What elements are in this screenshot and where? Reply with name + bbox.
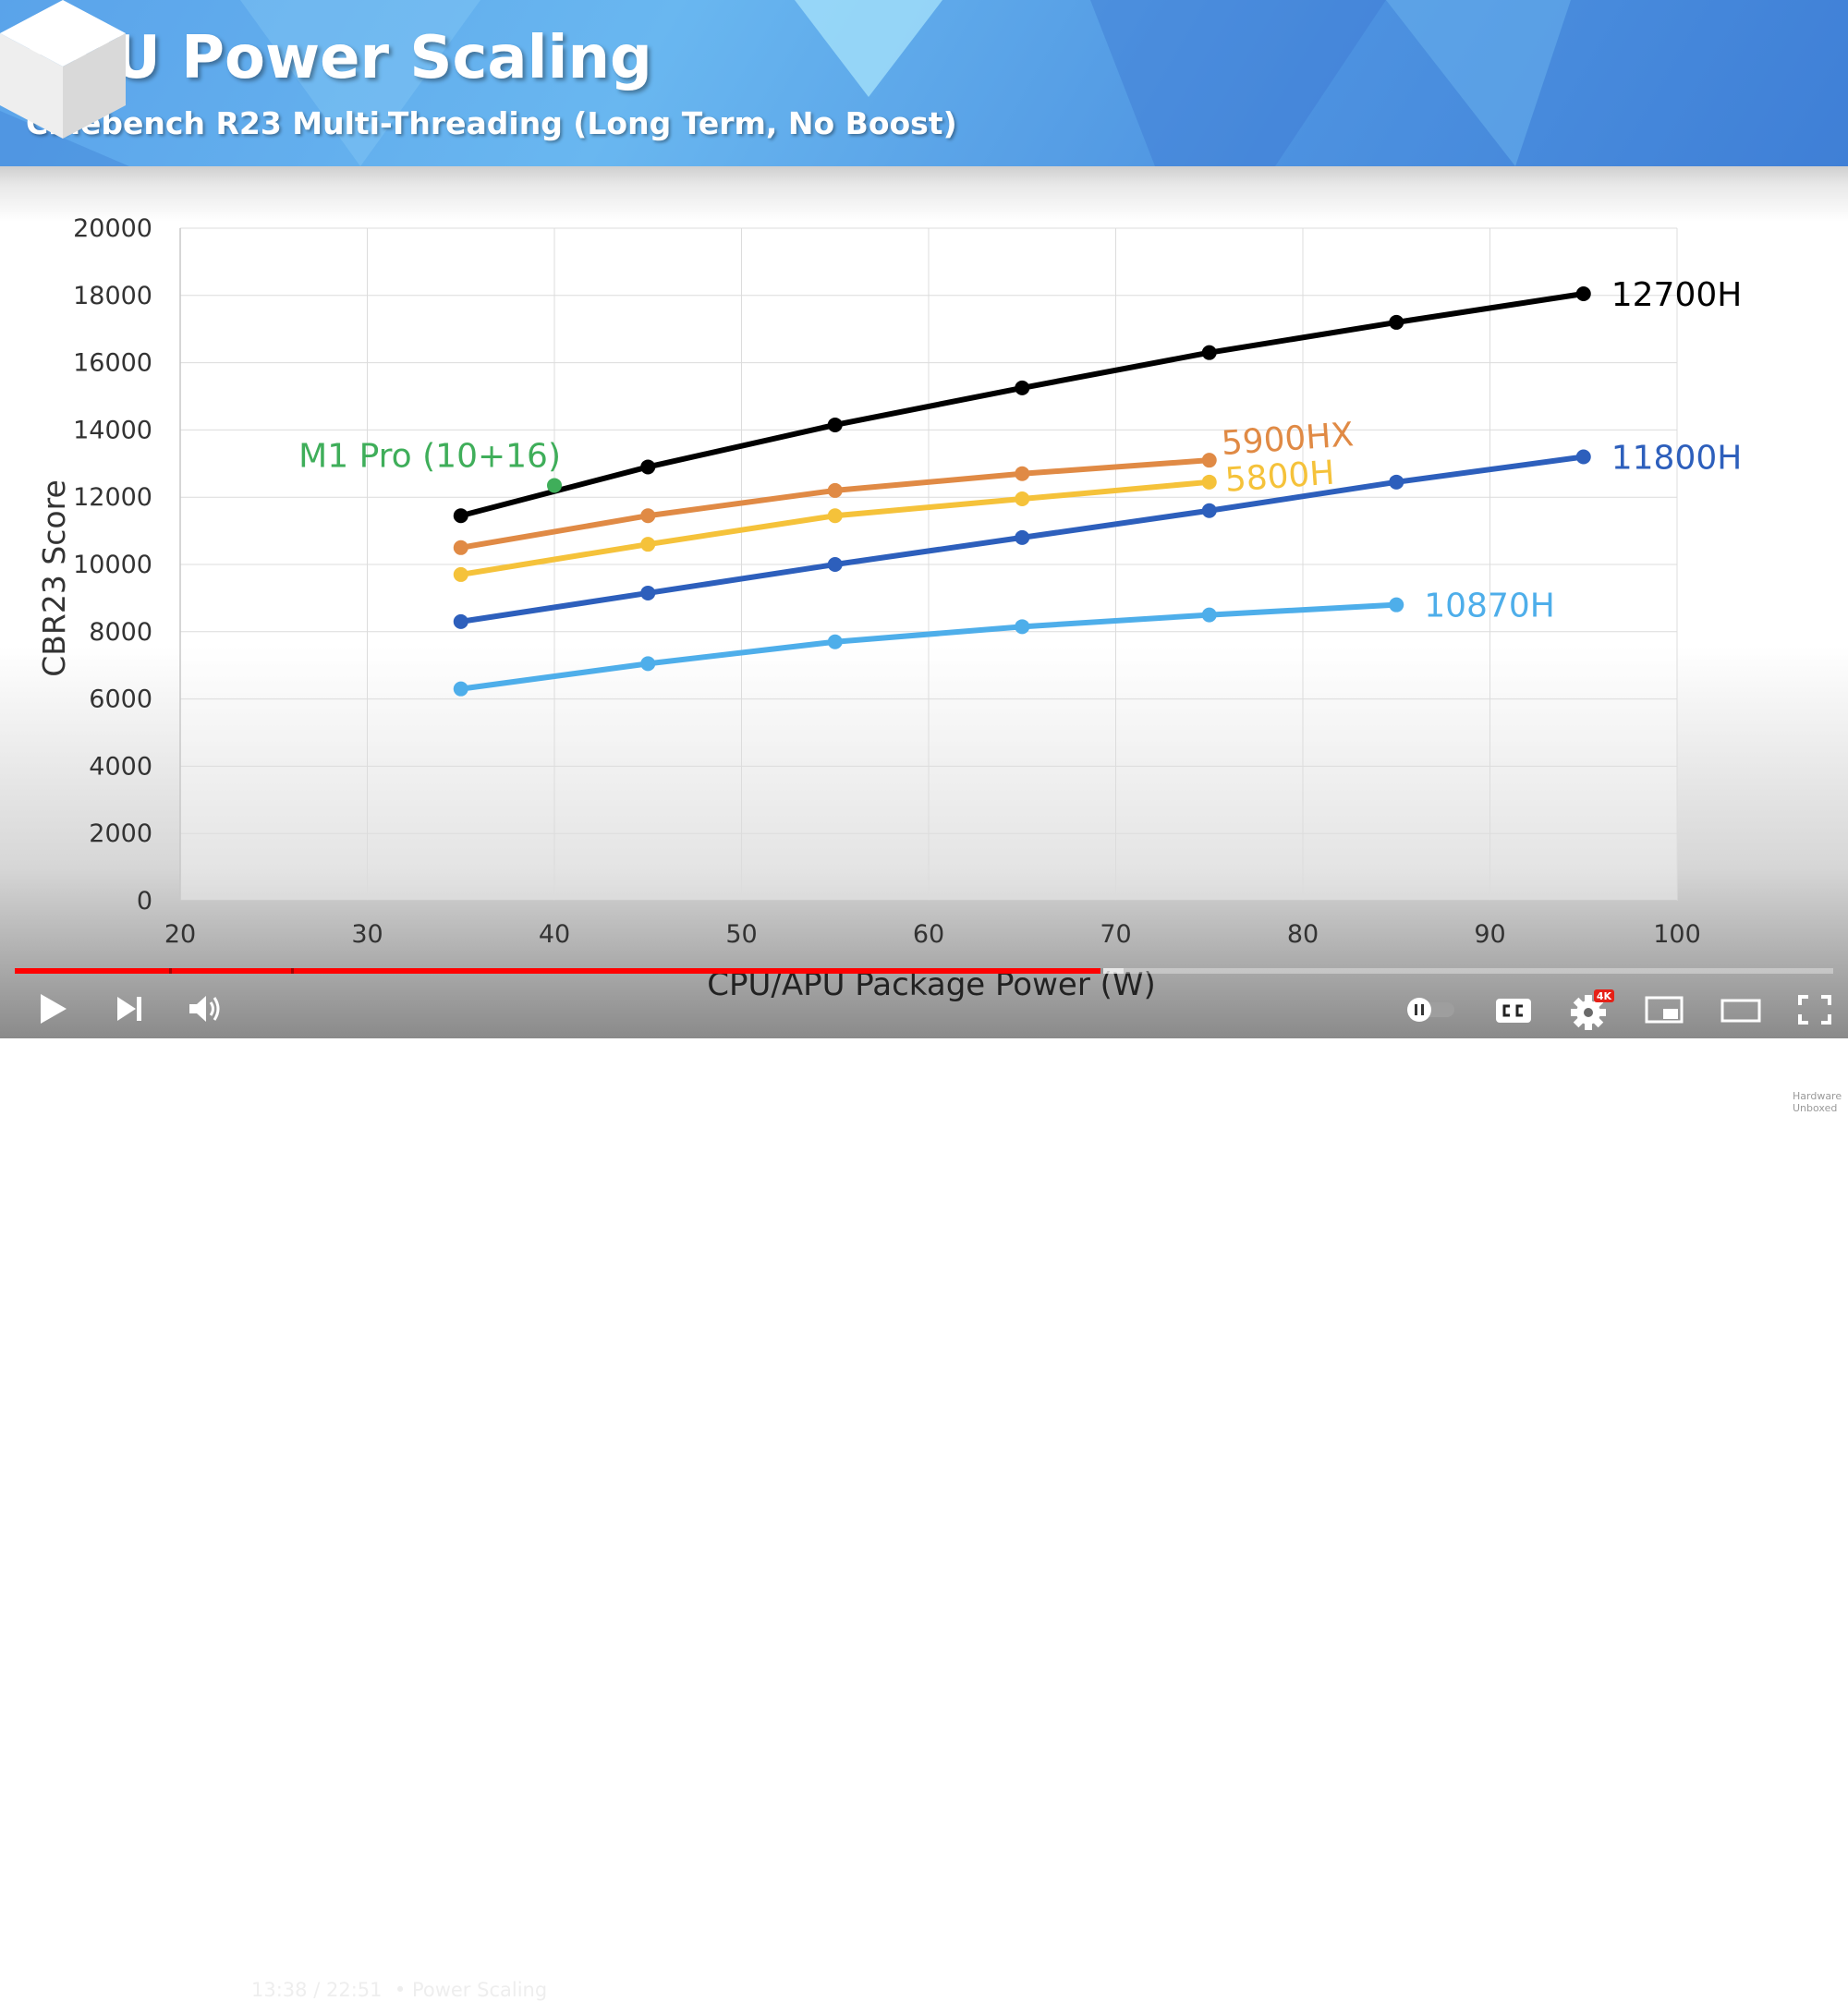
settings-badge: 4K: [1597, 990, 1612, 1002]
x-tick-label: 20: [164, 920, 196, 949]
data-point: [1389, 597, 1404, 612]
x-tick-label: 90: [1474, 920, 1505, 949]
gear-icon: 4K: [1571, 989, 1614, 1030]
theater-button[interactable]: [1719, 992, 1763, 1027]
data-point: [640, 459, 656, 475]
y-tick-label: 12000: [73, 483, 152, 512]
data-point: [1201, 345, 1217, 360]
chapter-marker: [1100, 968, 1103, 974]
next-icon: [117, 997, 141, 1021]
cube-logo-icon: [0, 0, 126, 139]
y-tick-label: 14000: [73, 416, 152, 444]
captions-button[interactable]: [1491, 992, 1536, 1027]
data-point: [827, 508, 843, 524]
x-tick-label: 30: [351, 920, 383, 949]
chapter-title[interactable]: Power Scaling: [411, 1979, 548, 2001]
chapter-marker: [169, 968, 173, 974]
data-point: [1201, 607, 1217, 623]
player-controls: 13:38 / 22:51 • Power Scaling: [0, 981, 1848, 2001]
y-tick-label: 6000: [89, 685, 152, 714]
watermark: Hardware Unboxed: [1793, 1090, 1842, 1114]
x-tick-label: 50: [725, 920, 757, 949]
miniplayer-icon: [1645, 996, 1684, 1024]
data-point: [640, 508, 656, 524]
volume-button[interactable]: [185, 990, 225, 1027]
duration: 22:51: [325, 1979, 383, 2001]
x-tick-label: 60: [913, 920, 944, 949]
captions-icon: [1496, 999, 1531, 1023]
banner-background: [0, 0, 1571, 166]
autoplay-toggle[interactable]: [1401, 994, 1460, 1025]
volume-icon: [189, 996, 220, 1022]
data-point: [1389, 314, 1404, 330]
annotation-label: M1 Pro (10+16): [298, 437, 561, 475]
y-tick-label: 16000: [73, 349, 152, 378]
autoplay-toggle-icon: [1407, 998, 1454, 1022]
y-tick-label: 20000: [73, 214, 152, 243]
miniplayer-button[interactable]: [1643, 992, 1685, 1027]
data-point: [1015, 619, 1030, 635]
play-icon: [41, 994, 67, 1024]
y-tick-label: 10000: [73, 551, 152, 579]
settings-button[interactable]: 4K: [1567, 988, 1615, 1031]
fullscreen-icon: [1798, 995, 1831, 1025]
data-point: [1575, 285, 1591, 301]
data-point: [1015, 529, 1030, 545]
line-chart: 0 2000 4000 6000 8000 10000 12000 14000 16000 180…: [36, 214, 1743, 1003]
chapter-marker: [291, 968, 295, 974]
data-point: [453, 681, 468, 697]
data-point: [1201, 453, 1217, 468]
data-point: [640, 537, 656, 552]
fullscreen-button[interactable]: [1794, 992, 1835, 1027]
progress-buffered: [1100, 968, 1125, 974]
data-point: [827, 557, 843, 572]
theater-icon: [1720, 999, 1761, 1023]
data-point: [1015, 491, 1030, 507]
series-label-10870h: 10870H: [1424, 588, 1555, 625]
data-point: [453, 508, 468, 524]
y-tick-label: 0: [137, 887, 152, 916]
data-point: [1389, 474, 1404, 490]
data-point: [453, 566, 468, 582]
data-point: [1575, 449, 1591, 465]
data-point: [453, 613, 468, 629]
y-tick-label: 2000: [89, 819, 152, 848]
time-separator: /: [313, 1979, 321, 2001]
data-point: [1201, 503, 1217, 518]
y-tick-label: 4000: [89, 752, 152, 781]
series-label-5900hx: 5900HX: [1221, 416, 1356, 463]
y-tick-label: 8000: [89, 618, 152, 647]
current-time: 13:38: [251, 1979, 308, 2001]
chart-title: CPU Power Scaling: [26, 24, 652, 92]
data-point: [453, 540, 468, 555]
y-tick-label: 18000: [73, 282, 152, 310]
play-button[interactable]: [35, 990, 72, 1027]
data-point: [827, 417, 843, 432]
x-tick-label: 40: [539, 920, 570, 949]
annotation-point: [547, 478, 562, 493]
data-point: [1201, 474, 1217, 490]
x-tick-label: 100: [1653, 920, 1701, 949]
x-tick-label: 80: [1287, 920, 1319, 949]
data-point: [827, 634, 843, 649]
data-point: [1015, 466, 1030, 481]
series-label-11800h: 11800H: [1611, 440, 1743, 478]
chevron-right-icon[interactable]: [553, 1982, 566, 1998]
series-label-12700h: 12700H: [1611, 276, 1743, 314]
title-banner: CPU Power Scaling Cinebench R23 Multi-Th…: [0, 0, 1848, 166]
data-point: [827, 482, 843, 498]
data-point: [640, 585, 656, 600]
chart-panel: 0 2000 4000 6000 8000 10000 12000 14000 16000 180…: [0, 166, 1848, 1114]
chart-subtitle: Cinebench R23 Multi-Threading (Long Term…: [26, 105, 957, 141]
progress-played: [15, 968, 1100, 974]
next-button[interactable]: [111, 990, 148, 1027]
progress-bar[interactable]: [15, 968, 1833, 974]
chapter-bullet: •: [394, 1979, 407, 2001]
x-tick-label: 70: [1100, 920, 1131, 949]
data-point: [1015, 380, 1030, 395]
y-axis-title: CBR23 Score: [36, 479, 72, 677]
series-line-10870h: [457, 601, 1400, 692]
time-display: 13:38 / 22:51 • Power Scaling: [251, 1979, 566, 2001]
data-point: [640, 656, 656, 672]
